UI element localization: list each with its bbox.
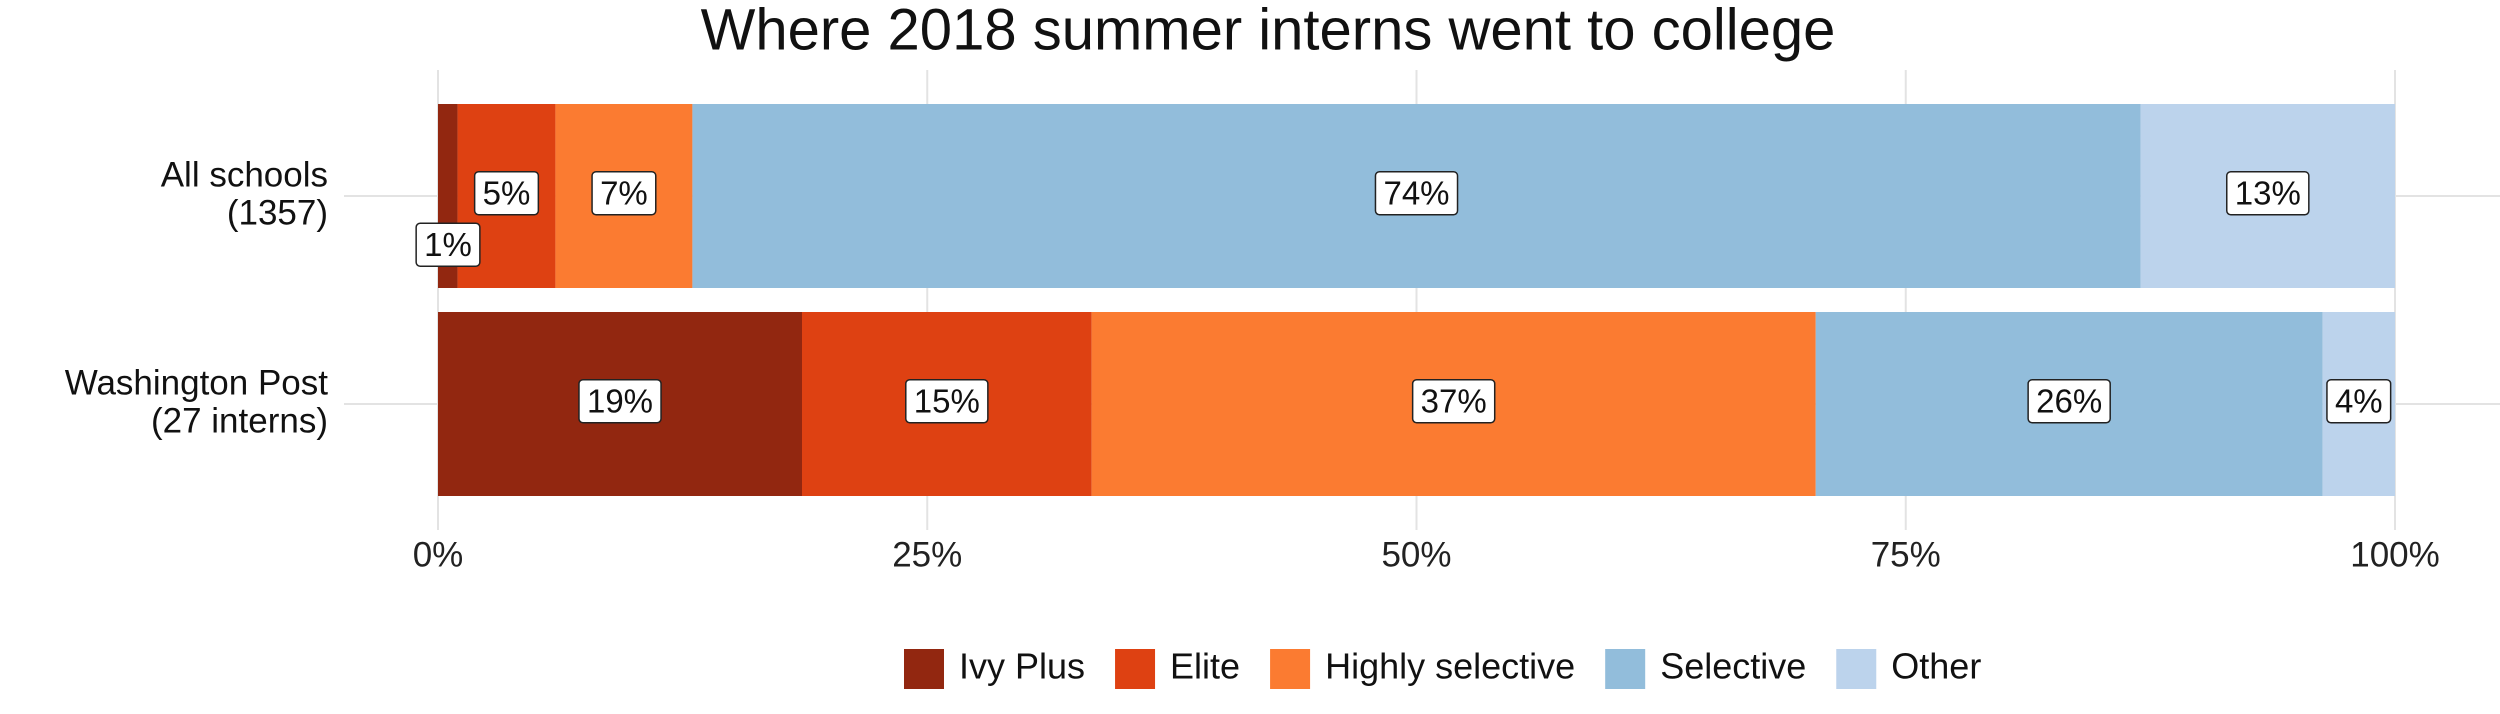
legend-swatch (904, 649, 944, 689)
legend-label: Highly selective (1325, 646, 1575, 687)
legend-label: Selective (1660, 646, 1806, 687)
legend-swatch (1115, 649, 1156, 689)
bars (438, 104, 2395, 496)
value-label-box (1411, 378, 1496, 424)
value-label-box (1374, 170, 1459, 216)
value-label: 15% (914, 383, 980, 420)
value-label: 4% (2335, 383, 2383, 420)
x-tick-label: 0% (413, 535, 464, 574)
x-tick-label: 100% (2350, 535, 2440, 574)
value-label: 7% (600, 175, 648, 212)
legend-label: Elite (1170, 646, 1240, 687)
y-tick-label: All schools (161, 155, 328, 194)
value-label-box (591, 170, 657, 216)
legend-swatch (1605, 649, 1646, 689)
value-labels: 1% 5% 7% 74% 13% 19% 15% 37% 26% 4% (415, 170, 2392, 424)
x-tick-label: 25% (892, 535, 962, 574)
value-label: 1% (424, 226, 472, 263)
legend-label: Other (1891, 646, 1981, 687)
value-label-box (578, 378, 662, 424)
legend-label: Ivy Plus (959, 646, 1085, 687)
value-label-box (2027, 378, 2111, 424)
value-label: 26% (2036, 383, 2102, 420)
chart-title: Where 2018 summer interns went to colleg… (701, 0, 1836, 62)
y-tick-label: (1357) (227, 193, 328, 232)
x-tick-label: 50% (1381, 535, 1451, 574)
value-label-box (905, 378, 989, 424)
value-label: 13% (2235, 175, 2301, 212)
legend-swatch (1836, 649, 1877, 689)
legend-swatch (1270, 649, 1311, 689)
y-tick-label: Washington Post (65, 363, 329, 402)
value-label-box (473, 170, 540, 216)
value-label: 19% (587, 383, 653, 420)
value-label: 5% (483, 175, 531, 212)
value-label: 74% (1383, 175, 1449, 212)
x-tick-label: 75% (1871, 535, 1941, 574)
value-label-box (2226, 170, 2310, 216)
value-label: 37% (1421, 383, 1487, 420)
y-tick-label: (27 interns) (151, 401, 328, 440)
value-label-box (415, 222, 481, 267)
value-label-box (2326, 378, 2392, 424)
